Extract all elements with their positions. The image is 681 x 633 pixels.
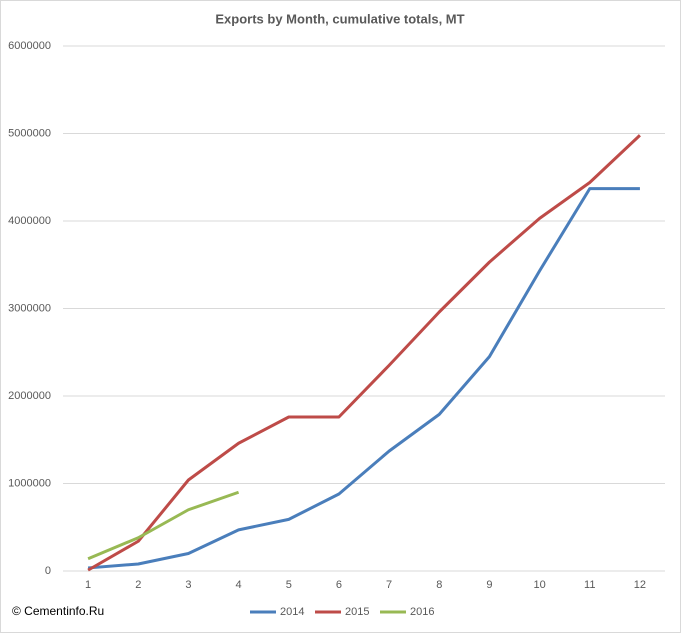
y-tick-label: 0 (45, 565, 51, 577)
x-tick-label: 1 (85, 579, 91, 591)
legend-label: 2016 (410, 606, 434, 618)
series-line (87, 490, 240, 561)
legend-label: 2015 (345, 606, 369, 618)
y-tick-label: 1000000 (8, 477, 51, 489)
series-line (87, 187, 640, 570)
legend-label: 2014 (280, 606, 304, 618)
chart-title: Exports by Month, cumulative totals, MT (215, 11, 464, 26)
x-tick-label: 12 (634, 579, 646, 591)
x-tick-label: 5 (286, 579, 292, 591)
x-tick-label: 3 (185, 579, 191, 591)
y-tick-label: 2000000 (8, 390, 51, 402)
x-tick-label: 9 (486, 579, 492, 591)
x-tick-label: 4 (236, 579, 242, 591)
x-tick-label: 6 (336, 579, 342, 591)
y-tick-label: 5000000 (8, 127, 51, 139)
y-tick-label: 6000000 (8, 40, 51, 52)
x-tick-label: 7 (386, 579, 392, 591)
x-tick-label: 10 (533, 579, 545, 591)
x-tick-label: 8 (436, 579, 442, 591)
x-tick-label: 2 (135, 579, 141, 591)
x-tick-label: 11 (584, 579, 595, 591)
watermark: © Cementinfo.Ru (12, 604, 104, 618)
series-line (87, 134, 641, 572)
y-tick-label: 4000000 (8, 215, 51, 227)
y-tick-label: 3000000 (8, 302, 51, 314)
